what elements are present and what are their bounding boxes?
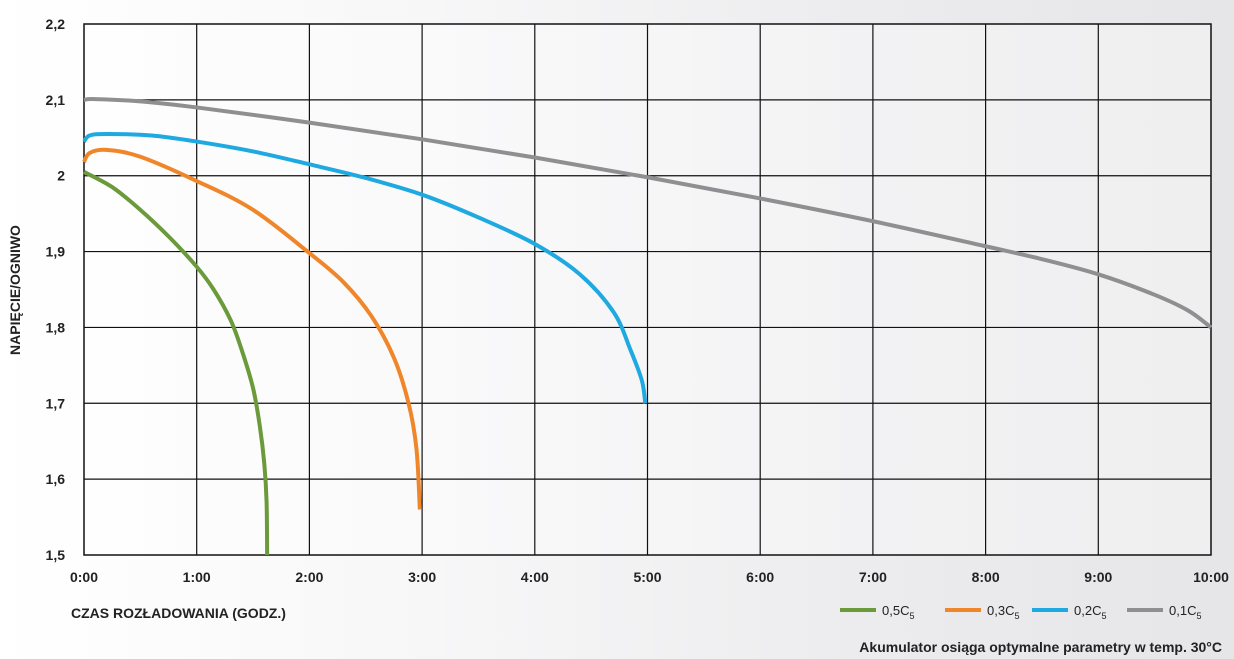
x-tick-label: 10:00 <box>1193 569 1229 585</box>
y-tick-label: 1,6 <box>46 471 66 487</box>
legend-label-subscript: 5 <box>1014 611 1019 621</box>
legend-label-subscript: 5 <box>909 611 914 621</box>
legend-label: 0,2C5 <box>1074 603 1106 621</box>
chart-grid <box>83 23 1212 556</box>
x-tick-label: 1:00 <box>183 569 211 585</box>
series-line-0 <box>83 170 270 556</box>
y-tick-label: 1,7 <box>46 395 66 411</box>
legend-label: 0,1C5 <box>1169 603 1201 621</box>
x-tick-label: 2:00 <box>295 569 323 585</box>
legend-label: 0,3C5 <box>987 603 1019 621</box>
chart-series-group <box>82 97 1213 556</box>
legend-label-subscript: 5 <box>1101 611 1106 621</box>
x-axis-ticks: 0:00 1:00 2:00 3:00 4:00 5:00 6:00 7:00 8:00 9:00… <box>70 569 1229 585</box>
y-tick-label: 2 <box>57 168 65 184</box>
y-tick-label: 1,5 <box>46 547 66 563</box>
x-tick-label: 8:00 <box>972 569 1000 585</box>
y-axis-title: NAPIĘCIE/OGNIWO <box>7 225 23 355</box>
x-tick-label: 7:00 <box>859 569 887 585</box>
chart-legend: 0,5C5 0,3C5 0,2C5 0,1C5 <box>840 603 1201 621</box>
x-tick-label: 0:00 <box>70 569 98 585</box>
legend-label: 0,5C5 <box>882 603 914 621</box>
y-tick-label: 2,2 <box>46 16 66 32</box>
legend-label-subscript: 5 <box>1196 611 1201 621</box>
temperature-note: Akumulator osiąga optymalne parametry w … <box>859 639 1222 655</box>
y-axis-ticks: 1,5 1,6 1,7 1,8 1,9 2 2,1 2,2 <box>46 16 66 563</box>
series-line-1 <box>82 147 422 510</box>
series-line-3 <box>83 97 1213 330</box>
series-line-2 <box>82 131 648 404</box>
x-tick-label: 9:00 <box>1084 569 1112 585</box>
y-tick-label: 1,8 <box>46 319 66 335</box>
x-tick-label: 4:00 <box>521 569 549 585</box>
y-tick-label: 2,1 <box>46 92 66 108</box>
x-tick-label: 3:00 <box>408 569 436 585</box>
x-axis-title: CZAS ROZŁADOWANIA (GODZ.) <box>71 605 286 621</box>
x-tick-label: 5:00 <box>633 569 661 585</box>
y-tick-label: 1,9 <box>46 244 66 260</box>
x-tick-label: 6:00 <box>746 569 774 585</box>
